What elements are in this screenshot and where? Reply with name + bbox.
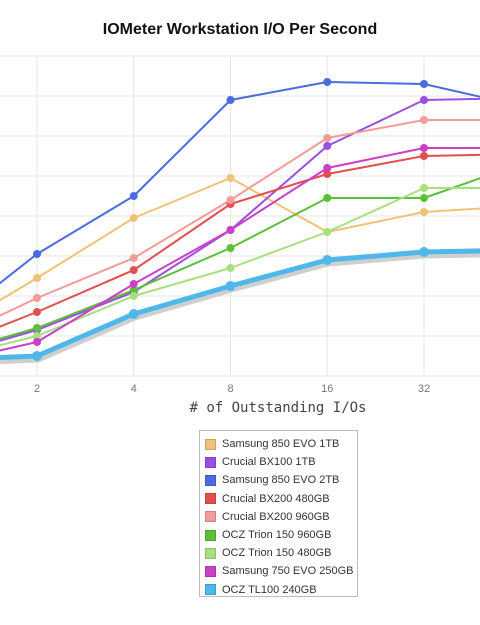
series-line <box>0 81 480 285</box>
x-tick-label: 4 <box>131 383 137 395</box>
legend-item: Crucial BX200 960GB <box>205 508 357 526</box>
legend-label: Samsung 850 EVO 2TB <box>222 474 340 487</box>
data-point <box>226 226 235 234</box>
chart-plot-area: 2 4 8 16 32 <box>0 55 480 395</box>
data-point <box>420 152 428 160</box>
chart-title: IOMeter Workstation I/O Per Second <box>102 21 378 38</box>
data-point <box>323 170 332 178</box>
legend-label: Samsung 750 EVO 250GB <box>222 565 354 578</box>
legend-label: OCZ Trion 150 960GB <box>222 529 332 542</box>
data-point <box>322 255 333 265</box>
data-point <box>419 247 429 257</box>
legend-item: Crucial BX200 480GB <box>205 490 357 508</box>
data-point <box>33 250 41 258</box>
legend-swatch <box>205 493 216 505</box>
x-axis-label: # of Outstanding I/Os <box>189 400 367 416</box>
data-point <box>226 96 235 104</box>
x-tick-label: 8 <box>227 383 233 395</box>
data-point <box>420 194 428 202</box>
legend-item: Crucial BX100 1TB <box>205 453 357 471</box>
legend-item: OCZ Trion 150 960GB <box>205 526 357 544</box>
data-point <box>226 196 235 204</box>
data-point <box>33 274 41 282</box>
legend-item: OCZ TL100 240GB <box>205 581 357 599</box>
data-point <box>129 280 138 288</box>
data-point <box>33 294 41 302</box>
data-point <box>420 208 428 216</box>
data-point <box>226 174 235 182</box>
series-line-shadow <box>0 250 480 365</box>
legend-item: OCZ Trion 150 480GB <box>205 544 357 562</box>
x-tick-label: 2 <box>34 383 40 395</box>
legend: Samsung 850 EVO 1TB Crucial BX100 1TB Sams… <box>199 430 358 597</box>
data-point <box>128 309 139 319</box>
legend-swatch <box>205 584 216 596</box>
data-point <box>226 264 235 272</box>
legend-swatch <box>205 474 216 486</box>
legend-label: Crucial BX200 960GB <box>222 510 330 523</box>
series-line <box>0 248 480 361</box>
legend-swatch <box>205 565 216 577</box>
data-point <box>420 80 428 88</box>
data-point <box>323 78 332 86</box>
legend-swatch <box>205 511 216 523</box>
data-point <box>129 254 138 262</box>
data-point <box>420 96 428 104</box>
data-point <box>129 292 138 300</box>
data-point <box>420 184 428 192</box>
legend-label: Crucial BX100 1TB <box>222 456 316 469</box>
series-points <box>32 78 429 361</box>
data-point <box>33 332 41 340</box>
series-lines <box>0 81 480 365</box>
data-point <box>323 194 332 202</box>
data-point <box>323 142 332 150</box>
data-point <box>323 134 332 142</box>
data-point <box>420 116 428 124</box>
data-point <box>226 244 235 252</box>
x-tick-label: 32 <box>418 383 430 395</box>
x-tick-labels: 2 4 8 16 32 <box>34 383 430 395</box>
data-point <box>33 308 41 316</box>
data-point <box>129 214 138 222</box>
data-point <box>32 351 42 361</box>
data-point <box>33 324 41 332</box>
legend-label: Samsung 850 EVO 1TB <box>222 438 340 451</box>
data-point <box>129 192 138 200</box>
data-point <box>129 286 138 294</box>
legend-item: Samsung 850 EVO 1TB <box>205 435 357 453</box>
legend-swatch <box>205 438 216 450</box>
series-line <box>0 97 480 342</box>
data-point <box>129 266 138 274</box>
legend-label: Crucial BX200 480GB <box>222 492 330 505</box>
legend-item: Samsung 750 EVO 250GB <box>205 562 357 580</box>
legend-swatch <box>205 456 216 468</box>
data-point <box>323 228 332 236</box>
legend-item: Samsung 850 EVO 2TB <box>205 471 357 489</box>
legend-label: OCZ Trion 150 480GB <box>222 547 332 560</box>
data-point <box>323 164 332 172</box>
data-point <box>33 338 41 346</box>
legend-swatch <box>205 529 216 541</box>
data-point <box>420 144 428 152</box>
legend-label: OCZ TL100 240GB <box>222 583 317 596</box>
x-tick-label: 16 <box>321 383 333 395</box>
series-line <box>0 187 480 347</box>
legend-swatch <box>205 547 216 559</box>
data-point <box>225 281 236 291</box>
